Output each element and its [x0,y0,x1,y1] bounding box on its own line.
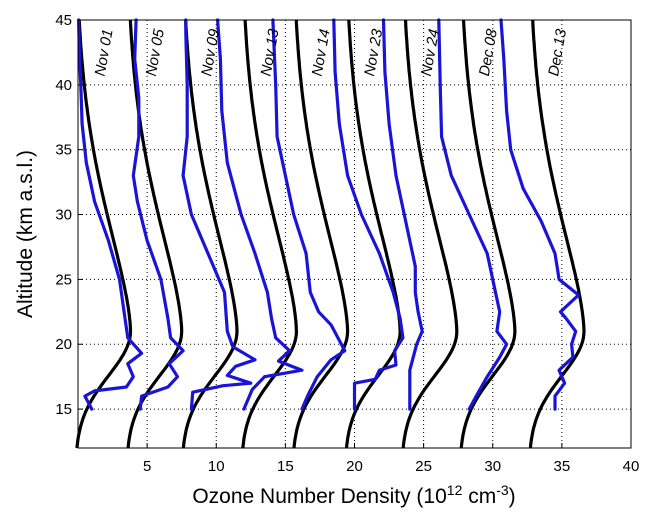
model-profile-line [292,19,350,449]
model-profile-line [75,19,133,449]
x-tick-label: 5 [143,458,151,475]
measured-profile-line [216,18,304,411]
x-tick-labels: 5 10 15 20 25 30 35 40 [143,458,639,475]
profile-labels: Nov 01 Nov 05 Nov 09 Nov 13 Nov 14 Nov 23 Nov … [92,27,571,77]
model-profile-line [181,19,239,449]
profile-date-label: Dec 13 [545,27,570,77]
model-profile-line [401,19,459,449]
model-profile-line [528,19,586,449]
measured-profile-line [332,18,405,411]
model-profile-line [459,19,517,449]
model-profile-line [126,19,184,449]
x-tick-label: 35 [554,458,571,475]
y-tick-label: 30 [55,207,72,224]
plot-frame [77,19,632,449]
y-tick-label: 15 [55,401,72,418]
measured-profile-line [381,18,424,411]
profile-date-label: Dec 08 [476,27,501,77]
y-tick-label: 45 [55,12,72,29]
measured-profile-line [181,18,257,411]
measured-profile-line [499,18,581,411]
model-profiles [75,19,586,449]
measured-profile-line [77,18,144,411]
profile-date-label: Nov 14 [309,28,334,78]
y-tick-label: 40 [55,77,72,94]
profile-date-label: Nov 23 [361,27,386,77]
measured-profile-line [271,18,347,411]
profile-date-label: Nov 01 [92,28,117,78]
x-tick-label: 30 [484,458,501,475]
x-tick-label: 20 [346,458,363,475]
x-axis-title: Ozone Number Density (1012 cm-3) [192,482,515,508]
x-tick-label: 40 [623,458,640,475]
y-tick-label: 35 [55,142,72,159]
x-tick-label: 15 [277,458,294,475]
measured-profiles [77,18,581,411]
x-tick-label: 25 [415,458,432,475]
y-axis-title: Altitude (km a.s.l.) [14,150,37,318]
profile-date-label: Nov 13 [258,27,283,77]
measured-profile-line [131,18,185,411]
y-tick-labels: 15 20 25 30 35 40 45 [55,12,72,418]
y-tick-label: 20 [55,336,72,353]
profile-date-label: Nov 05 [143,27,168,77]
x-tick-label: 10 [208,458,225,475]
measured-profile-line [437,18,509,411]
y-tick-label: 25 [55,271,72,288]
